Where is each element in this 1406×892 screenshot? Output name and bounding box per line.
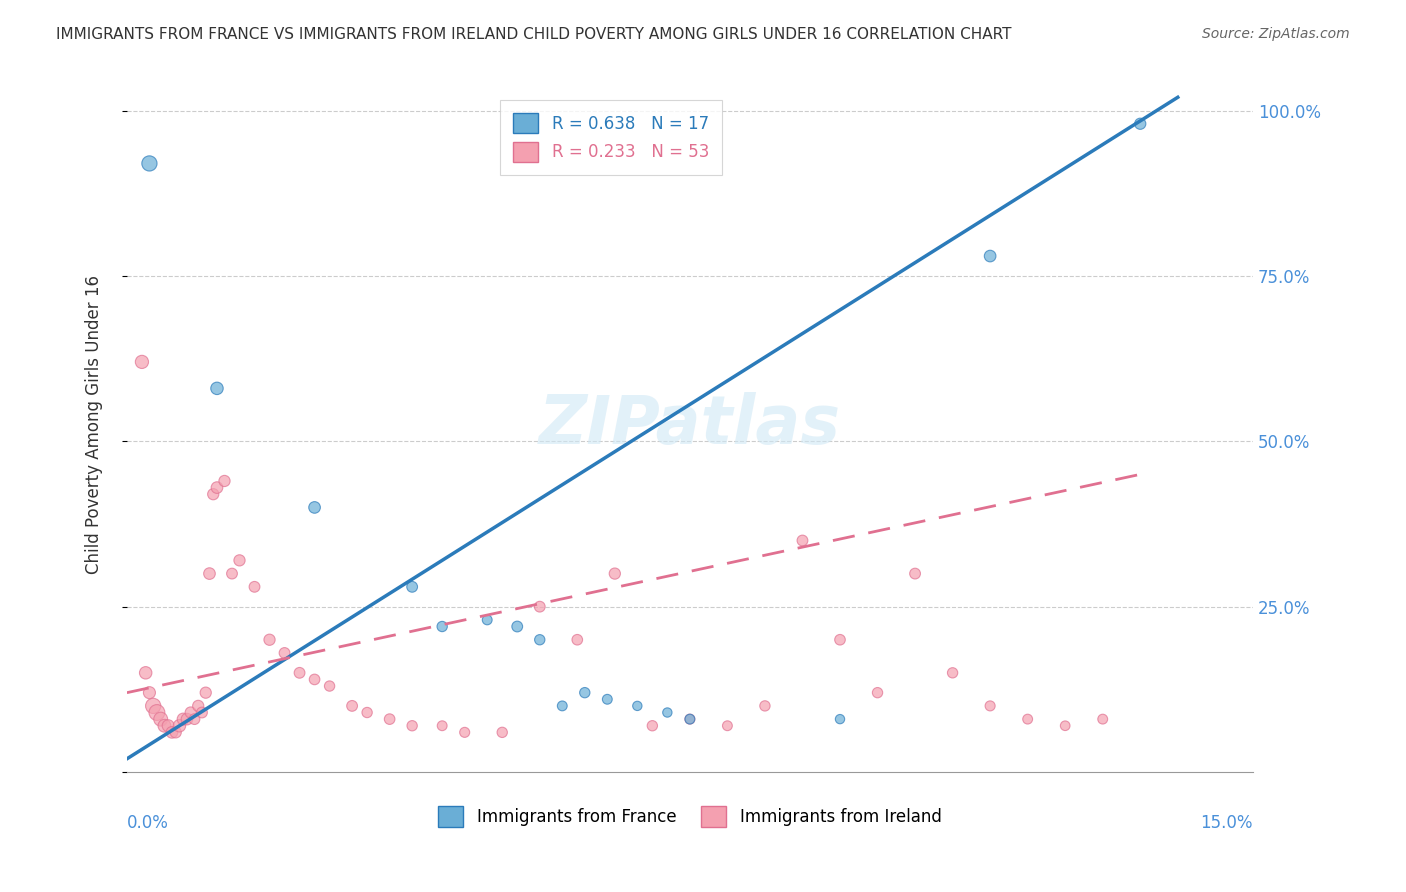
Point (138, 686, 160, 700)
Point (754, 698, 776, 713)
Point (828, 632, 851, 647)
Point (135, 665, 157, 680)
Point (529, 599, 551, 614)
Point (259, 632, 281, 647)
Point (979, 698, 1001, 713)
Point (205, 481, 228, 495)
Point (679, 712, 702, 726)
Point (183, 712, 205, 726)
Point (574, 686, 596, 700)
Point (191, 706, 214, 720)
Point (828, 712, 851, 726)
Point (340, 698, 363, 713)
Point (603, 566, 626, 581)
Point (273, 646, 295, 660)
Point (221, 566, 243, 581)
Point (430, 719, 453, 733)
Point (172, 712, 194, 726)
Point (318, 679, 340, 693)
Legend: Immigrants from France, Immigrants from Ireland: Immigrants from France, Immigrants from … (432, 799, 948, 833)
Text: 0.0%: 0.0% (127, 814, 169, 831)
Point (165, 725, 187, 739)
Point (491, 725, 513, 739)
Point (157, 719, 180, 733)
Point (866, 686, 889, 700)
Point (942, 665, 965, 680)
Point (792, 533, 814, 548)
Point (131, 355, 153, 369)
Point (153, 719, 176, 733)
Point (176, 712, 198, 726)
Text: IMMIGRANTS FROM FRANCE VS IMMIGRANTS FROM IRELAND CHILD POVERTY AMONG GIRLS UNDE: IMMIGRANTS FROM FRANCE VS IMMIGRANTS FRO… (56, 27, 1012, 42)
Point (506, 619, 529, 633)
Point (304, 673, 326, 687)
Point (596, 692, 619, 706)
Point (979, 249, 1001, 263)
Point (529, 632, 551, 647)
Point (198, 566, 221, 581)
Point (1054, 719, 1077, 733)
Point (1017, 712, 1039, 726)
Point (214, 474, 236, 488)
Point (551, 698, 574, 713)
Point (626, 698, 648, 713)
Point (146, 706, 169, 720)
Text: 15.0%: 15.0% (1201, 814, 1253, 831)
Point (657, 706, 679, 720)
Point (1129, 117, 1152, 131)
Point (202, 487, 225, 501)
Point (187, 698, 209, 713)
Y-axis label: Child Poverty Among Girls Under 16: Child Poverty Among Girls Under 16 (86, 276, 103, 574)
Point (194, 686, 217, 700)
Text: ZIPatlas: ZIPatlas (538, 392, 841, 458)
Point (160, 725, 183, 739)
Point (243, 580, 266, 594)
Point (567, 632, 589, 647)
Point (288, 665, 311, 680)
Point (228, 553, 250, 567)
Point (904, 566, 927, 581)
Point (1091, 712, 1114, 726)
Point (356, 706, 378, 720)
Point (304, 500, 326, 515)
Point (205, 381, 228, 395)
Point (142, 698, 165, 713)
Point (454, 725, 477, 739)
Point (430, 619, 453, 633)
Point (169, 719, 191, 733)
Point (477, 613, 499, 627)
Point (679, 712, 702, 726)
Point (180, 706, 202, 720)
Point (401, 580, 423, 594)
Point (716, 719, 738, 733)
Point (641, 719, 664, 733)
Point (138, 156, 160, 170)
Text: Source: ZipAtlas.com: Source: ZipAtlas.com (1202, 27, 1350, 41)
Point (401, 719, 423, 733)
Point (149, 712, 172, 726)
Point (378, 712, 401, 726)
